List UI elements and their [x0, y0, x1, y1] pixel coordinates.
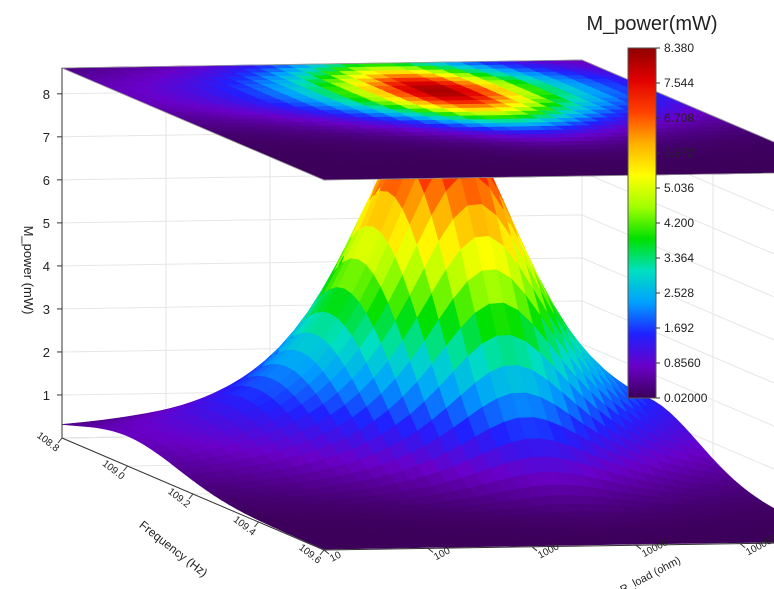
colorbar-tick-label: 2.528	[664, 286, 694, 300]
top-patch	[765, 153, 774, 158]
colorbar-tick-label: 1.692	[664, 321, 694, 335]
z-tick-label: 8	[43, 87, 50, 102]
colorbar-tick-label: 6.708	[664, 111, 694, 125]
colorbar-tick-label: 0.8560	[664, 356, 701, 370]
z-tick-label: 6	[43, 173, 50, 188]
top-patch	[765, 145, 774, 151]
x-tick	[319, 549, 325, 556]
top-patch	[757, 165, 774, 170]
x-tick	[254, 521, 259, 528]
x-tick-label: 108.8	[34, 430, 61, 454]
x-tick-label: 109.0	[100, 458, 127, 482]
y-tick	[739, 543, 746, 548]
z-tick-label: 7	[43, 130, 50, 145]
top-patch	[756, 149, 774, 155]
top-patch	[765, 168, 774, 174]
colorbar-tick-label: 7.544	[664, 76, 694, 90]
z-tick-label: 1	[43, 388, 50, 403]
colorbar-title: M_power(mW)	[586, 13, 717, 35]
z-tick-label: 3	[43, 302, 50, 317]
y-tick	[635, 544, 642, 550]
y-axis-line	[323, 542, 774, 551]
colorbar-tick-label: 4.200	[664, 216, 694, 230]
x-axis-title: Frequency (Hz)	[137, 518, 211, 580]
x-tick	[188, 493, 194, 500]
z-tick-label: 4	[43, 259, 50, 274]
z-tick-label: 5	[43, 216, 50, 231]
y-tick	[323, 549, 330, 555]
colorbar-tick-label: 5.036	[664, 181, 694, 195]
top-patch	[765, 161, 774, 166]
top-patch	[756, 141, 774, 147]
y-axis-title: R_load (ohm)	[618, 554, 682, 589]
x-tick	[57, 437, 63, 444]
y-tick-label: 10	[328, 550, 343, 565]
colorbar-bar	[627, 47, 657, 399]
colorbar-tick-label: 3.364	[664, 251, 694, 265]
surface-patch	[61, 422, 84, 426]
x-tick	[123, 465, 128, 472]
y-tick	[531, 546, 538, 552]
top-projection	[61, 59, 774, 181]
y-tick	[427, 548, 434, 553]
colorbar: M_power(mW) 8.380 7.544 6.708 5.872 5.036 4.20…	[586, 13, 717, 405]
colorbar-tick-label: 5.872	[664, 146, 694, 160]
z-tick-label: 2	[43, 345, 50, 360]
top-patch	[756, 157, 774, 162]
colorbar-tick-label: 0.02000	[664, 391, 708, 405]
top-border	[61, 59, 774, 181]
z-axis-title: M_power (mW)	[21, 226, 36, 315]
colorbar-tick-label: 8.380	[664, 41, 694, 55]
x-tick-label: 109.2	[165, 486, 192, 510]
